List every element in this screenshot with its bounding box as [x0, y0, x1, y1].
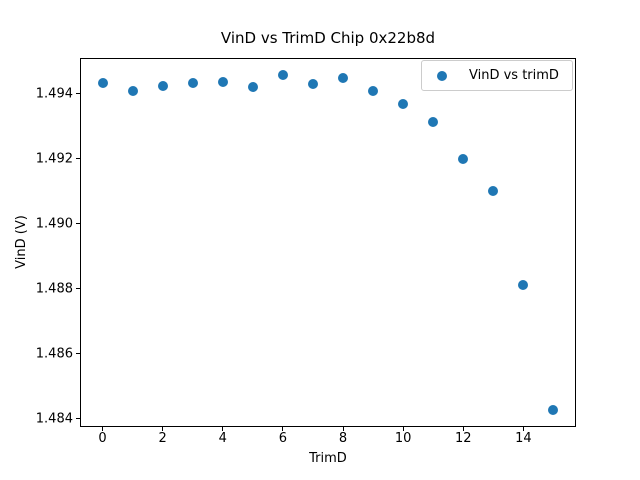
x-tick: [222, 427, 224, 432]
data-point: [548, 405, 559, 416]
y-axis-label: VinD (V): [14, 215, 29, 269]
data-point: [97, 77, 108, 88]
data-point: [518, 280, 529, 291]
data-point: [398, 98, 409, 109]
y-tick-label: 1.490: [35, 216, 73, 232]
y-tick-label: 1.492: [35, 151, 73, 167]
legend-label: VinD vs trimD: [469, 68, 559, 83]
data-point: [127, 86, 138, 97]
y-tick: [76, 288, 80, 290]
y-tick: [76, 223, 80, 225]
x-axis-label: TrimD: [309, 451, 347, 466]
y-tick: [76, 93, 80, 95]
data-point: [187, 77, 198, 88]
x-tick-label: 6: [278, 431, 288, 446]
chart-title: VinD vs TrimD Chip 0x22b8d: [220, 29, 436, 47]
y-tick-label: 1.486: [35, 346, 73, 362]
plot-area: [80, 58, 576, 427]
data-point: [488, 185, 499, 196]
legend: VinD vs trimD: [421, 60, 573, 91]
x-tick: [342, 427, 344, 432]
x-tick-label: 4: [218, 431, 227, 446]
data-point: [428, 117, 439, 128]
scatter-marker-icon: [437, 70, 447, 81]
data-point: [458, 153, 469, 164]
x-tick-label: 8: [338, 431, 348, 446]
x-tick-label: 2: [158, 431, 167, 446]
y-tick-label: 1.488: [35, 281, 73, 297]
data-point: [307, 78, 318, 89]
y-tick: [76, 418, 80, 419]
y-tick-label: 1.484: [35, 411, 73, 426]
x-tick-label: 0: [98, 431, 107, 446]
data-point: [247, 81, 258, 92]
data-point: [277, 70, 288, 81]
x-tick-label: 10: [394, 431, 412, 446]
data-point: [338, 72, 349, 83]
x-tick: [282, 427, 284, 432]
x-tick: [402, 427, 404, 432]
x-tick: [522, 427, 524, 432]
x-tick-label: 12: [454, 431, 472, 446]
x-tick-label: 14: [515, 431, 532, 446]
data-point: [157, 81, 168, 92]
y-tick: [76, 353, 80, 355]
y-tick-label: 1.494: [35, 86, 73, 102]
data-point: [217, 77, 228, 88]
x-tick: [462, 427, 464, 432]
data-point: [368, 85, 379, 96]
x-tick: [102, 427, 104, 432]
y-tick: [76, 158, 80, 160]
x-tick: [162, 427, 164, 432]
